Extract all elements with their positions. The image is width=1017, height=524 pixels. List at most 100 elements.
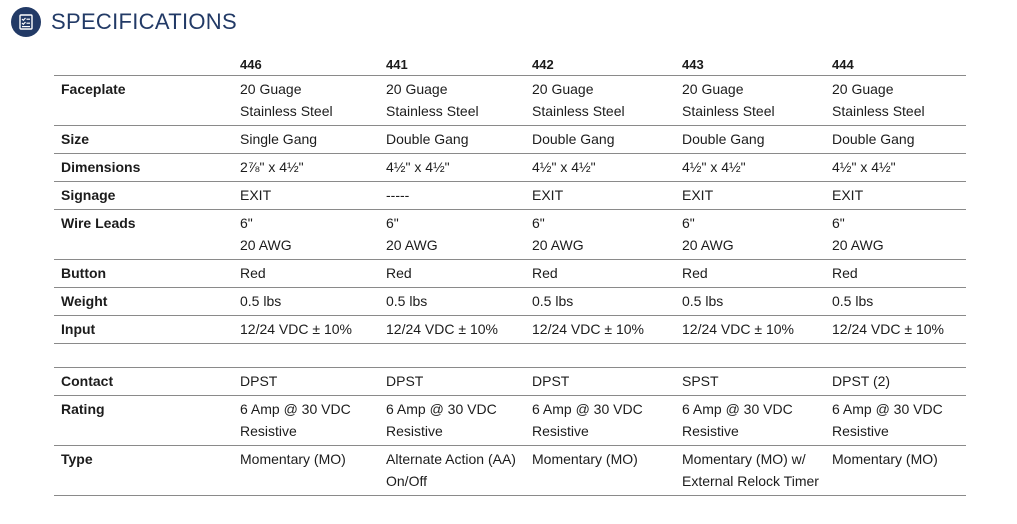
cell-line: 20 AWG bbox=[532, 237, 584, 253]
cell-line: 4½" x 4½" bbox=[682, 159, 746, 175]
table-row: Input 12/24 VDC ± 10% 12/24 VDC ± 10% 12/24… bbox=[54, 316, 966, 344]
cell-line: Stainless Steel bbox=[386, 103, 479, 119]
row-label: Rating bbox=[61, 401, 105, 417]
cell-line: Resistive bbox=[832, 423, 889, 439]
cell-line: 6" bbox=[532, 215, 545, 231]
row-label: Wire Leads bbox=[61, 215, 136, 231]
cell-line: 0.5 lbs bbox=[682, 293, 724, 309]
table-cell: Alternate Action (AA) On/Off bbox=[386, 448, 532, 492]
cell-line: Red bbox=[682, 265, 708, 281]
cell-line: Red bbox=[532, 265, 558, 281]
table-row: Button Red Red Red Red Red bbox=[54, 260, 966, 288]
table-cell: 4½" x 4½" bbox=[832, 156, 966, 178]
cell-line: Stainless Steel bbox=[532, 103, 625, 119]
checklist-icon bbox=[11, 7, 41, 37]
table-cell: EXIT bbox=[832, 184, 966, 206]
cell-line: Resistive bbox=[532, 423, 589, 439]
cell-line: Double Gang bbox=[682, 131, 765, 147]
cell-line: Momentary (MO) bbox=[532, 451, 638, 467]
table-cell: 20 Guage Stainless Steel bbox=[532, 78, 682, 122]
table-cell: 6 Amp @ 30 VDC Resistive bbox=[682, 398, 832, 442]
cell-line: Momentary (MO) bbox=[240, 451, 346, 467]
cell-line: EXIT bbox=[832, 187, 864, 203]
table-cell: 6 Amp @ 30 VDC Resistive bbox=[240, 398, 386, 442]
table-row: Wire Leads 6" 20 AWG 6" 20 AWG 6" 20 AWG 6" 20 A… bbox=[54, 210, 966, 260]
table-cell: 6" 20 AWG bbox=[532, 212, 682, 256]
cell-line: Resistive bbox=[682, 423, 739, 439]
table-cell: 12/24 VDC ± 10% bbox=[386, 318, 532, 340]
cell-line: 6 Amp @ 30 VDC bbox=[832, 401, 943, 417]
table-cell: 4½" x 4½" bbox=[386, 156, 532, 178]
cell-line: 20 AWG bbox=[386, 237, 438, 253]
table-row: Rating 6 Amp @ 30 VDC Resistive 6 Amp @ 30 … bbox=[54, 396, 966, 446]
row-label: Weight bbox=[61, 293, 108, 309]
table-cell: 0.5 lbs bbox=[386, 290, 532, 312]
column-header-model: 441 bbox=[386, 57, 408, 72]
table-header-row: 446 441 442 443 444 bbox=[54, 54, 966, 76]
cell-line: 20 Guage bbox=[682, 81, 744, 97]
cell-line: 20 Guage bbox=[386, 81, 448, 97]
table-cell: DPST (2) bbox=[832, 370, 966, 392]
group-spacer bbox=[54, 344, 966, 368]
column-header-model: 444 bbox=[832, 57, 854, 72]
cell-line: 12/24 VDC ± 10% bbox=[386, 321, 498, 337]
cell-line: Alternate Action (AA) bbox=[386, 451, 516, 467]
cell-line: 4½" x 4½" bbox=[832, 159, 896, 175]
cell-line: 6" bbox=[832, 215, 845, 231]
table-cell: Momentary (MO) bbox=[240, 448, 386, 492]
cell-line: Resistive bbox=[386, 423, 443, 439]
table-cell: 6" 20 AWG bbox=[832, 212, 966, 256]
table-cell: Red bbox=[240, 262, 386, 284]
table-row: Size Single Gang Double Gang Double Gang Dou… bbox=[54, 126, 966, 154]
cell-line: Double Gang bbox=[386, 131, 469, 147]
table-cell: 6" 20 AWG bbox=[682, 212, 832, 256]
cell-line: SPST bbox=[682, 373, 719, 389]
cell-line: Red bbox=[386, 265, 412, 281]
row-label: Type bbox=[61, 451, 93, 467]
table-cell: 2⅞" x 4½" bbox=[240, 156, 386, 178]
cell-line: DPST bbox=[386, 373, 424, 389]
table-cell: Red bbox=[386, 262, 532, 284]
cell-line: 6 Amp @ 30 VDC bbox=[386, 401, 497, 417]
table-cell: 12/24 VDC ± 10% bbox=[532, 318, 682, 340]
table-cell: 12/24 VDC ± 10% bbox=[682, 318, 832, 340]
cell-line: 6 Amp @ 30 VDC bbox=[240, 401, 351, 417]
cell-line: External Relock Timer bbox=[682, 473, 819, 489]
table-cell: 20 Guage Stainless Steel bbox=[832, 78, 966, 122]
cell-line: 2⅞" x 4½" bbox=[240, 159, 304, 175]
table-cell: 12/24 VDC ± 10% bbox=[240, 318, 386, 340]
cell-line: DPST bbox=[240, 373, 278, 389]
cell-line: Stainless Steel bbox=[240, 103, 333, 119]
column-header-label bbox=[54, 54, 240, 75]
column-header-model: 443 bbox=[682, 57, 704, 72]
table-cell: 4½" x 4½" bbox=[682, 156, 832, 178]
cell-line: 6 Amp @ 30 VDC bbox=[532, 401, 643, 417]
table-cell: Momentary (MO) bbox=[832, 448, 966, 492]
cell-line: 12/24 VDC ± 10% bbox=[532, 321, 644, 337]
table-cell: 20 Guage Stainless Steel bbox=[386, 78, 532, 122]
cell-line: On/Off bbox=[386, 473, 427, 489]
table-cell: Double Gang bbox=[832, 128, 966, 150]
table-cell: SPST bbox=[682, 370, 832, 392]
table-cell: Momentary (MO) bbox=[532, 448, 682, 492]
table-row: Type Momentary (MO) Alternate Action (AA) O… bbox=[54, 446, 966, 496]
table-cell: Red bbox=[682, 262, 832, 284]
cell-line: Red bbox=[832, 265, 858, 281]
cell-line: Single Gang bbox=[240, 131, 318, 147]
page-title: SPECIFICATIONS bbox=[51, 9, 237, 34]
cell-line: Double Gang bbox=[832, 131, 915, 147]
table-cell: Double Gang bbox=[682, 128, 832, 150]
spec-group-switch: Contact DPST DPST DPST SPST DPST (2) Rating 6 A… bbox=[54, 368, 966, 496]
table-cell: EXIT bbox=[240, 184, 386, 206]
table-cell: EXIT bbox=[532, 184, 682, 206]
cell-line: 12/24 VDC ± 10% bbox=[682, 321, 794, 337]
cell-line: EXIT bbox=[532, 187, 564, 203]
cell-line: 6" bbox=[240, 215, 253, 231]
cell-line: Double Gang bbox=[532, 131, 615, 147]
table-row: Contact DPST DPST DPST SPST DPST (2) bbox=[54, 368, 966, 396]
table-cell: 20 Guage Stainless Steel bbox=[682, 78, 832, 122]
table-row: Signage EXIT ----- EXIT EXIT EXIT bbox=[54, 182, 966, 210]
cell-line: DPST bbox=[532, 373, 570, 389]
cell-line: 0.5 lbs bbox=[386, 293, 428, 309]
table-cell: 6 Amp @ 30 VDC Resistive bbox=[832, 398, 966, 442]
